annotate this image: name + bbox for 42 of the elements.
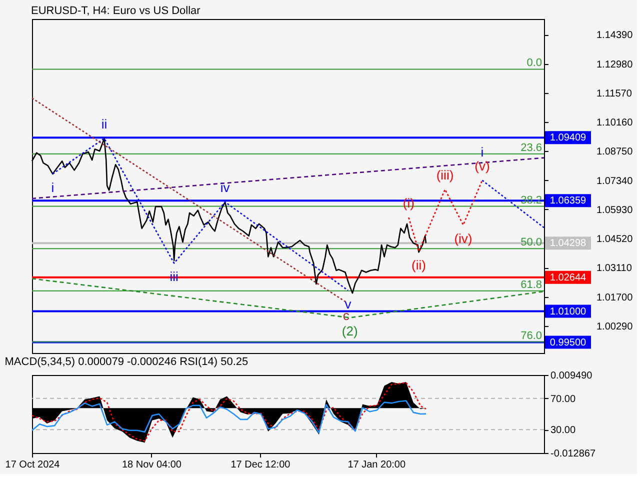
ref-line-label: 76.0 [520,330,542,342]
annotation: (iii) [436,167,454,182]
y-tick-label: 1.08750 [596,146,634,158]
annotation: ii [101,116,108,132]
y-tick-label: 70.00 [550,394,576,405]
y-tick-label: 1.03110 [596,263,632,274]
ref-line-label: 1.09409 [550,132,587,144]
annotation: i [51,180,54,195]
ref-line-label: 1.06359 [550,196,587,207]
y-tick-label: 1.10160 [596,118,634,129]
annotation: (iv) [454,230,472,246]
y-tick-label: 1.00290 [596,321,634,332]
annotation: (v) [474,158,490,174]
y-tick-label: 1.05930 [596,204,634,216]
x-tick-label: 17 Jan 20:00 [348,460,406,470]
ref-line-label: 61.8 [520,278,542,291]
annotation: v [344,296,352,312]
y-tick-label: 30.00 [550,425,576,436]
ref-line-label: 0.99500 [550,337,587,348]
ref-line-label: 23.6 [520,142,542,154]
chart-title: EURUSD-T, H4: Euro vs US Dollar [31,5,201,17]
y-tick-label: 1.11570 [596,88,632,100]
y2-tick-label: -0.012867 [550,448,596,460]
ref-line-label: 1.01000 [550,306,587,318]
x-tick-label: 17 Dec 12:00 [230,460,291,470]
annotation: (2) [342,324,358,339]
x-tick-label: 18 Nov 04:00 [122,460,182,470]
y-tick-label: 1.07340 [596,176,634,187]
x-tick-label: 17 Oct 2024 [5,460,60,470]
ref-line-label: 50.0 [520,236,542,249]
chart-title: MACD(5,34,5) 0.000079 -0.000246 RSI(14) 50.25 [4,356,248,368]
ref-line-label: 0.0 [526,57,542,70]
y-tick-label: 1.14390 [596,30,634,42]
y-tick-label: 1.01700 [596,292,634,304]
annotation: (ii) [412,257,426,272]
y-tick-label: 1.04520 [596,234,634,246]
annotation: i [480,144,484,160]
y-tick-label: 1.12980 [596,59,634,70]
ref-line-label: 1.04298 [550,238,587,250]
annotation: iv [220,180,230,196]
y2-tick-label: 0.009490 [550,370,593,382]
ref-line-label: 1.02644 [550,272,587,284]
